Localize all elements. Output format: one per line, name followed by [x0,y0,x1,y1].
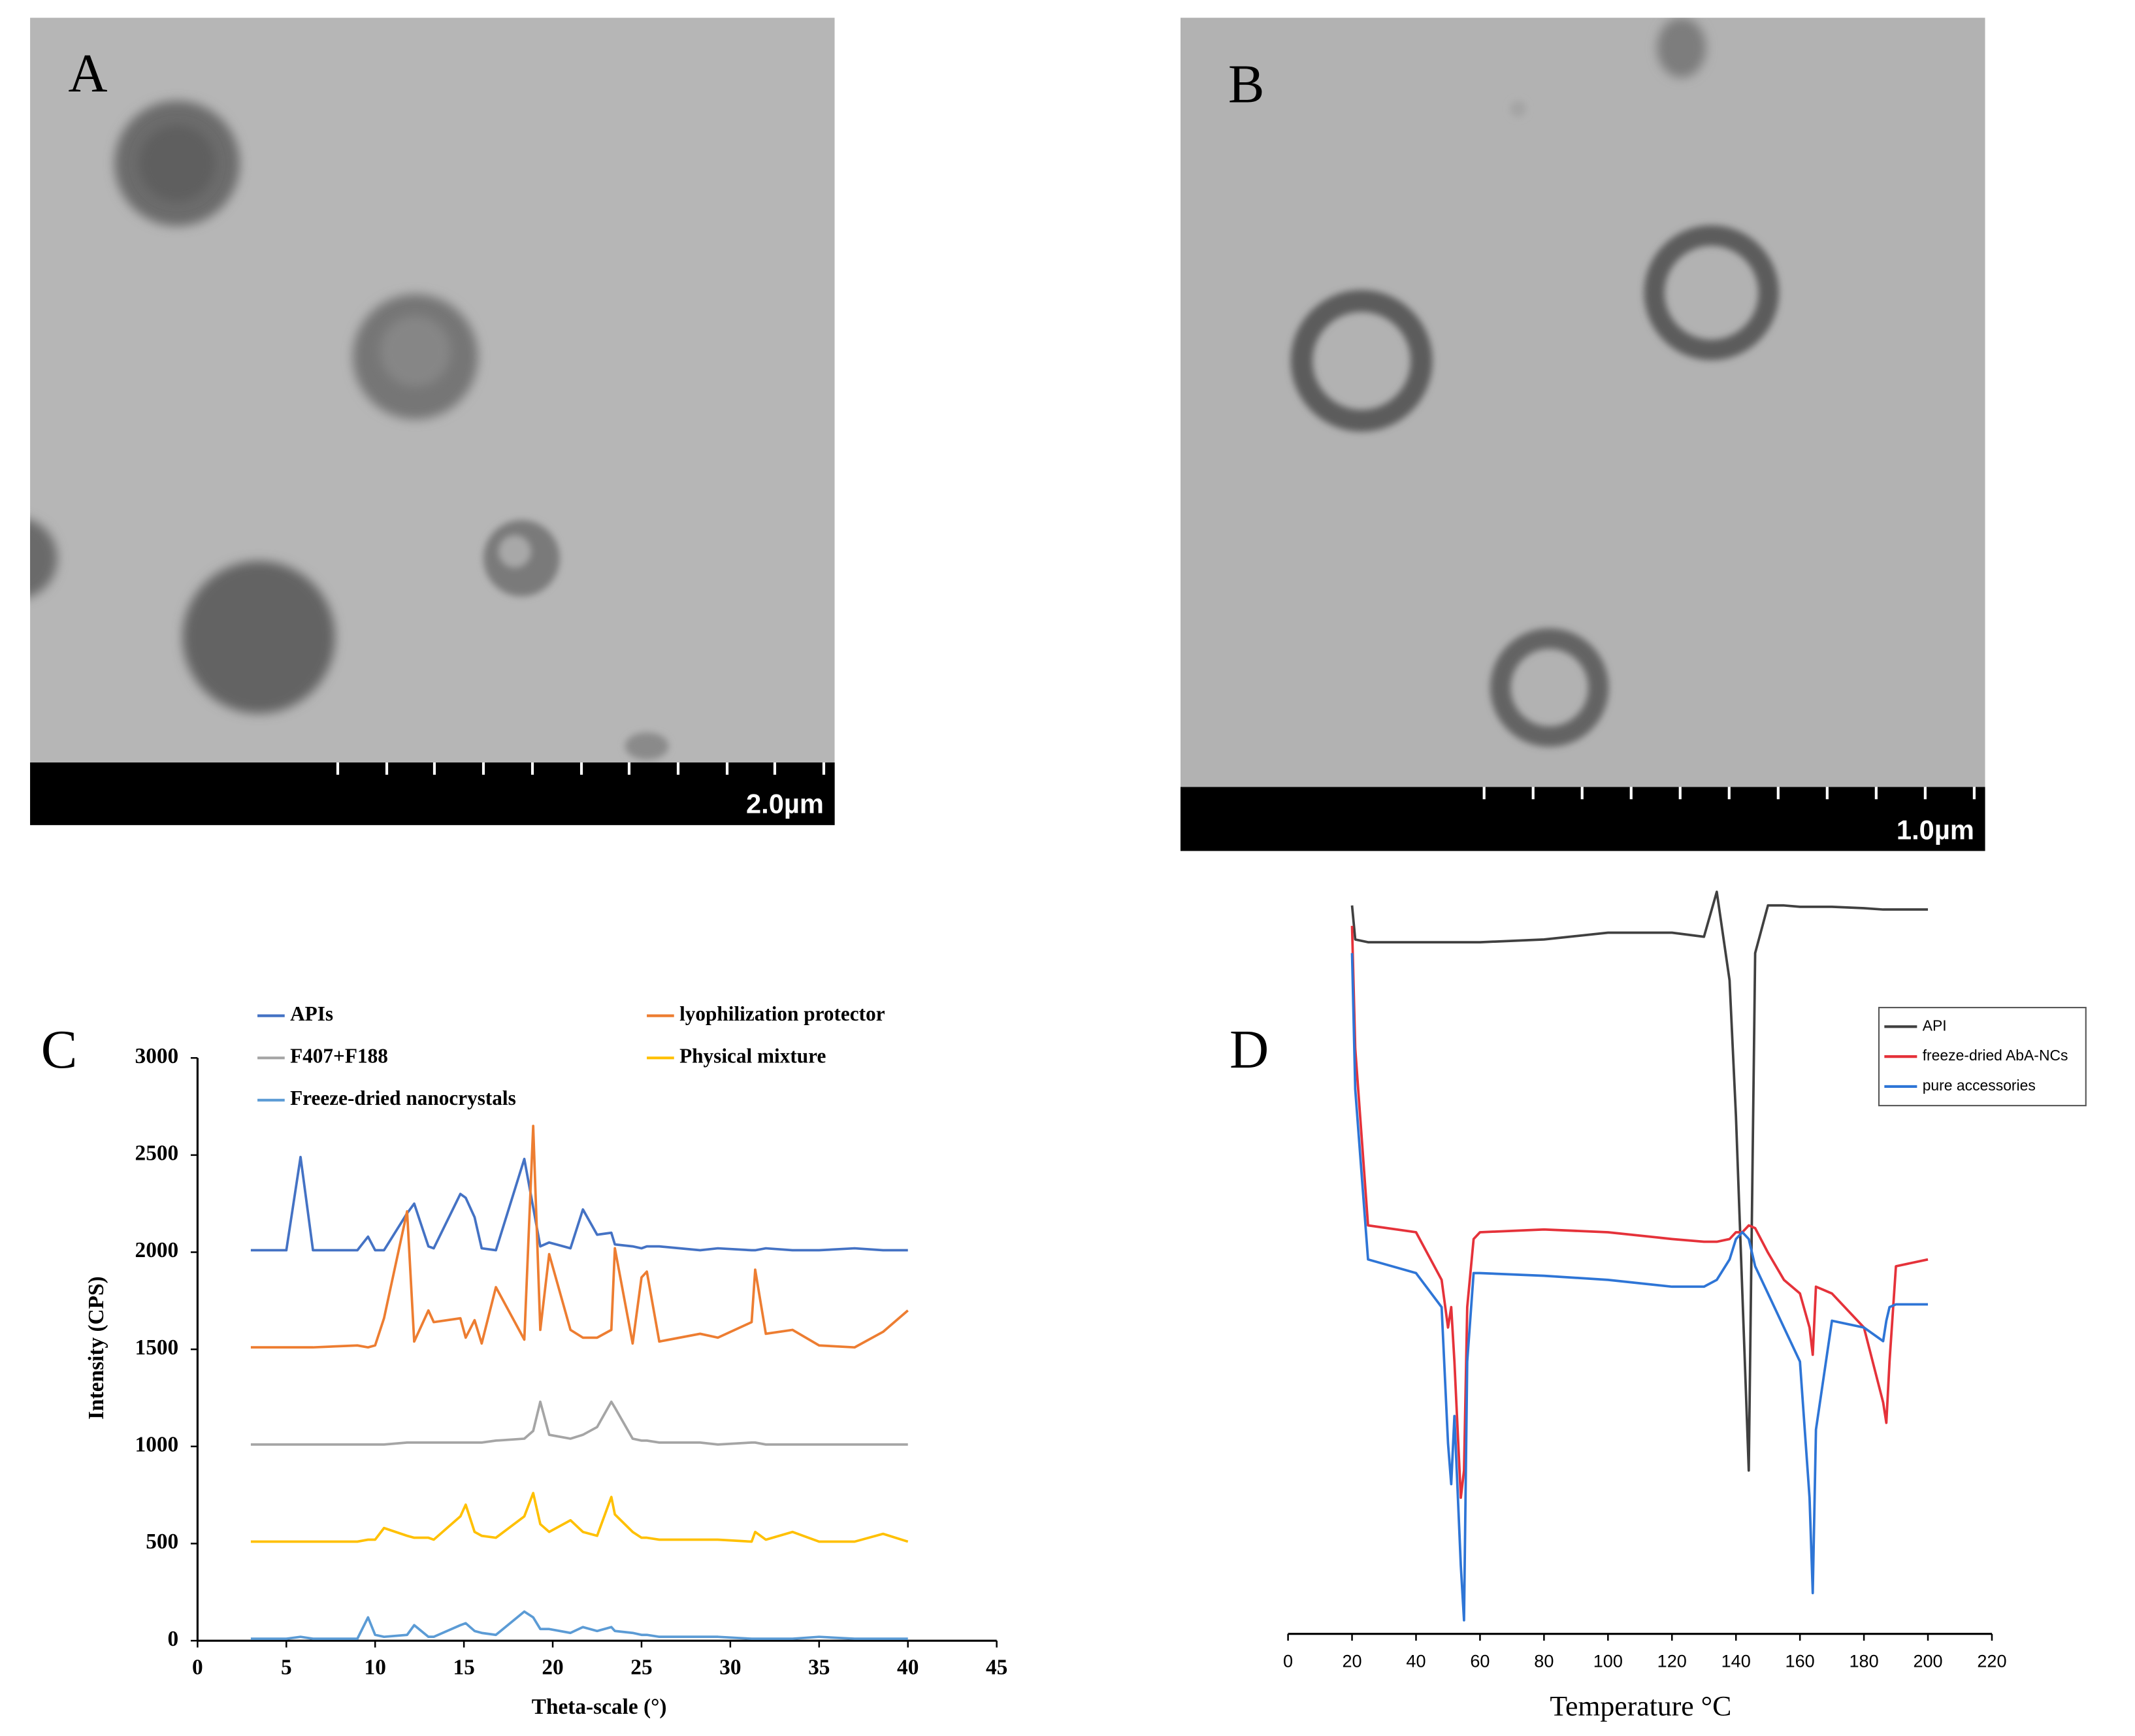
x-tick-label: 5 [281,1656,292,1680]
y-tick-label: 2500 [135,1141,179,1166]
x-tick-label: 140 [1721,1651,1751,1671]
scale-bar-ticks-b [1482,787,1976,800]
panel-label: D [1230,1020,1269,1080]
data-line [1350,891,1929,1472]
y-tick-label: 3000 [135,1044,179,1068]
y-tick-label: 500 [146,1530,178,1554]
legend-label: API [1923,1017,1947,1034]
panel-label: B [1228,55,1265,115]
x-tick-label: 35 [808,1656,830,1680]
x-tick-label: 25 [630,1656,652,1680]
legend-label: Freeze-dried nanocrystals [290,1087,516,1109]
panel-label: C [41,1020,78,1080]
x-tick-label: 0 [1283,1651,1293,1671]
x-tick-label: 0 [192,1656,203,1680]
data-line [250,1124,909,1349]
x-tick-label: 30 [719,1656,741,1680]
x-tick-label: 40 [1406,1651,1426,1671]
y-axis-title: Intensity (CPS) [84,1276,108,1419]
scale-bar-label: 1.0µm [1897,814,1974,845]
x-tick-label: 45 [986,1656,1007,1680]
x-axis-title: Temperature °C [1550,1690,1731,1722]
legend-label: Physical mixture [679,1044,826,1067]
scale-bar-a [30,762,835,825]
x-axis-title: Theta-scale (°) [532,1695,667,1719]
x-tick-label: 80 [1534,1651,1554,1671]
x-tick-label: 160 [1785,1651,1815,1671]
scale-bar-label: 2.0µm [746,789,824,819]
data-line [1350,953,1929,1622]
y-tick-label: 2000 [135,1238,179,1262]
legend-label: freeze-dried AbA-NCs [1923,1047,2068,1064]
x-tick-label: 60 [1470,1651,1490,1671]
y-tick-label: 0 [168,1627,179,1651]
x-tick-label: 200 [1913,1651,1942,1671]
panel-label: A [68,44,107,104]
x-tick-label: 20 [1342,1651,1361,1671]
x-tick-label: 10 [365,1656,386,1680]
legend-label: F407+F188 [290,1044,388,1067]
micrograph-a [30,18,835,762]
x-tick-label: 120 [1657,1651,1687,1671]
micrograph-b [1180,18,1985,787]
data-line [250,1492,909,1543]
legend-label: pure accessories [1923,1077,2036,1094]
x-tick-label: 180 [1850,1651,1879,1671]
legend-label: APIs [290,1002,333,1025]
x-tick-label: 15 [453,1656,474,1680]
x-tick-label: 220 [1977,1651,2006,1671]
data-line [250,1610,908,1641]
y-tick-label: 1000 [135,1432,179,1456]
legend-label: lyophilization protector [679,1002,885,1025]
data-line [1350,926,1929,1499]
scale-bar-ticks-a [336,762,826,775]
x-tick-label: 40 [897,1656,919,1680]
data-line [250,1155,908,1252]
y-tick-label: 1500 [135,1335,179,1360]
x-tick-label: 20 [542,1656,563,1680]
x-tick-label: 100 [1593,1651,1623,1671]
data-line [250,1400,908,1446]
